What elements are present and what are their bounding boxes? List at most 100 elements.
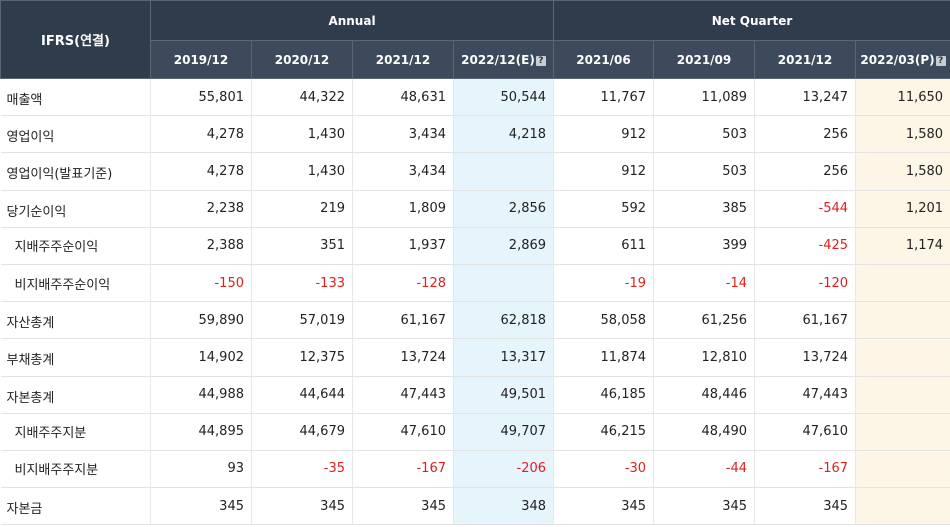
table-row: 영업이익(발표기준) 4,278 1,430 3,434 912 503 256 1,580 [0,152,950,191]
table-row: 영업이익 4,278 1,430 3,434 4,218 912 503 256 1,580 [0,115,950,154]
table-cell: 48,631 [352,78,454,117]
table-cell: 345 [553,487,655,526]
table-cell: 345 [754,487,857,526]
table-cell: 256 [754,152,857,191]
table-cell: 47,443 [352,376,454,414]
row-label[interactable]: 자본금 [0,487,151,526]
column-header: 2022/03(P)? [855,40,950,79]
table-cell [855,413,950,451]
table-row: 당기순이익 2,238 219 1,809 2,856 592 385 -544 1,201 [0,190,950,228]
table-cell: 4,278 [150,115,252,154]
row-label[interactable]: 영업이익 [0,115,151,154]
table-cell: 2,238 [150,190,252,228]
help-icon[interactable]: ? [535,55,546,66]
table-cell: 1,201 [855,190,950,228]
table-cell: 1,809 [352,190,454,228]
table-cell [453,152,555,191]
row-label[interactable]: 지배주주지분 [0,413,151,451]
table-cell: 1,580 [855,115,950,154]
table-cell: 1,174 [855,227,950,265]
row-label[interactable]: 비지배주주순이익 [0,264,151,303]
row-label[interactable]: 당기순이익 [0,190,151,228]
quarter-header: Net Quarter [553,0,950,41]
row-label[interactable]: 영업이익(발표기준) [0,152,151,191]
table-cell: 50,544 [453,78,555,117]
table-cell: 11,767 [553,78,655,117]
table-cell [855,487,950,526]
annual-header: Annual [149,0,555,41]
table-cell: 44,895 [150,413,252,451]
table-row: 자산총계 59,890 57,019 61,167 62,818 58,058 61,256… [0,301,950,340]
row-label[interactable]: 매출액 [0,78,151,117]
table-row: 비지배주주지분 93 -35 -167 -206 -30 -44 -167 [0,450,950,489]
table-cell: -19 [553,264,655,303]
table-cell: 47,610 [352,413,454,451]
table-cell: 46,185 [553,376,655,414]
table-cell: 14,902 [150,338,252,377]
table-cell: 399 [653,227,756,265]
table-cell: 3,434 [352,115,454,154]
row-label[interactable]: 비지배주주지분 [0,450,151,489]
table-cell: 61,167 [754,301,857,340]
table-cell [855,338,950,377]
table-cell: 348 [453,487,555,526]
table-cell: 47,610 [754,413,857,451]
table-cell [855,301,950,340]
row-label[interactable]: 지배주주순이익 [0,227,151,265]
table-cell: 58,058 [553,301,655,340]
row-label[interactable]: 자본총계 [0,376,151,414]
table-row: 지배주주지분 44,895 44,679 47,610 49,707 46,215 48,4… [0,413,950,451]
table-cell: 61,256 [653,301,756,340]
table-row: 자본총계 44,988 44,644 47,443 49,501 46,185 48,446… [0,376,950,414]
table-cell: 61,167 [352,301,454,340]
table-cell: 13,724 [352,338,454,377]
table-row: 부채총계 14,902 12,375 13,724 13,317 11,874 12,810… [0,338,950,377]
table-cell: 44,322 [251,78,353,117]
table-cell: 11,874 [553,338,655,377]
column-header: 2019/12 [150,40,252,79]
table-cell: 611 [553,227,655,265]
table-cell: 3,434 [352,152,454,191]
table-cell: 13,724 [754,338,857,377]
table-cell: 4,218 [453,115,555,154]
table-cell [453,264,555,303]
table-cell: 48,490 [653,413,756,451]
table-cell: 912 [553,115,655,154]
table-cell [855,264,950,303]
table-cell: -120 [754,264,857,303]
table-cell: 44,644 [251,376,353,414]
table-cell: 1,430 [251,115,353,154]
table-cell: 44,988 [150,376,252,414]
table-cell: 12,375 [251,338,353,377]
table-cell: -206 [453,450,555,489]
table-cell: -128 [352,264,454,303]
table-cell: 503 [653,152,756,191]
table-cell: -167 [754,450,857,489]
table-cell: 13,317 [453,338,555,377]
table-cell: 59,890 [150,301,252,340]
table-cell: 1,937 [352,227,454,265]
column-header: 2020/12 [251,40,353,79]
table-cell: 49,501 [453,376,555,414]
table-cell: 46,215 [553,413,655,451]
table-cell: 93 [150,450,252,489]
table-cell: 592 [553,190,655,228]
column-header: 2021/06 [553,40,655,79]
table-cell [855,376,950,414]
table-cell: 2,388 [150,227,252,265]
help-icon[interactable]: ? [935,55,946,66]
column-header: 2021/12 [352,40,454,79]
table-cell: 1,430 [251,152,353,191]
row-label[interactable]: 자산총계 [0,301,151,340]
table-cell: 47,443 [754,376,857,414]
table-cell: -425 [754,227,857,265]
table-cell: 912 [553,152,655,191]
table-cell [855,450,950,489]
table-row: 자본금 345 345 345 348 345 345 345 [0,487,950,526]
table-row: 매출액 55,801 44,322 48,631 50,544 11,767 11,089 1… [0,78,950,117]
table-cell: 2,869 [453,227,555,265]
row-label[interactable]: 부채총계 [0,338,151,377]
column-header: 2022/12(E)? [452,40,555,79]
table-cell: 503 [653,115,756,154]
table-cell: 345 [352,487,454,526]
